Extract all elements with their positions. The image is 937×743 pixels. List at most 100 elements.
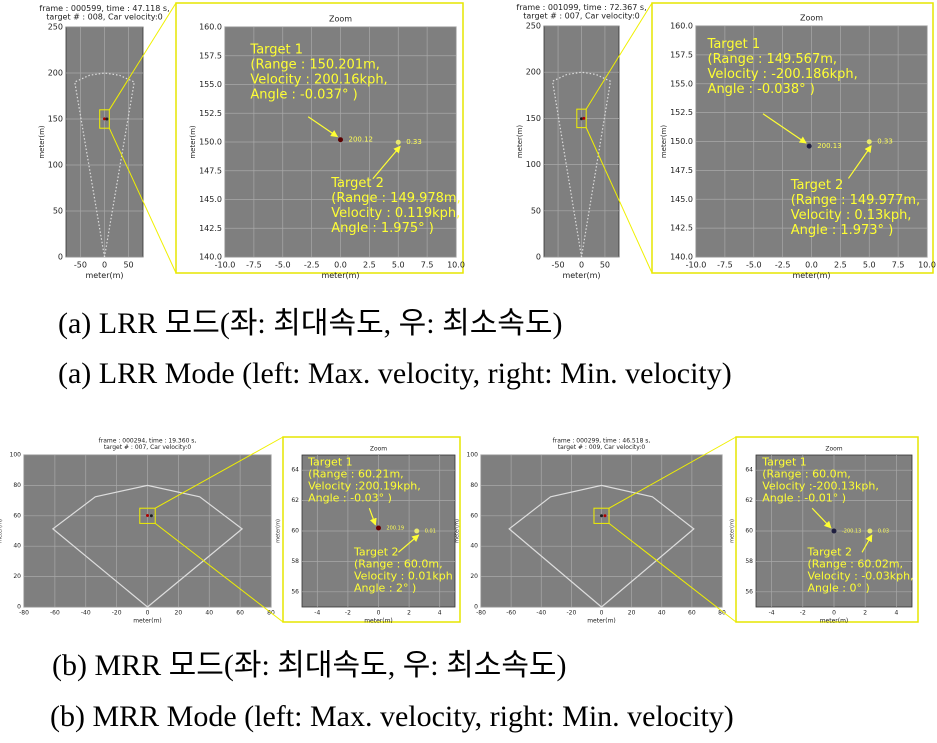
caption: (b) MRR Mode (left: Max. velocity, right…	[50, 700, 734, 733]
y-tick-label: 60	[745, 528, 753, 535]
caption: (a) LRR Mode (left: Max. velocity, right…	[58, 357, 732, 390]
arrow	[811, 507, 832, 529]
x-tick-label: -4	[314, 610, 320, 617]
arrow	[307, 116, 339, 138]
x-tick-label: 20	[628, 610, 636, 617]
y-tick-label: 40	[470, 543, 478, 550]
annotation: Target 2	[330, 176, 384, 191]
y-tick-label: 250	[48, 23, 63, 32]
y-tick-label: 140.0	[199, 253, 222, 262]
annotation: Velocity : 0.01kph	[354, 569, 453, 582]
y-tick-label: 0	[17, 604, 21, 611]
y-tick-label: 150.0	[199, 138, 222, 147]
target-point	[103, 117, 106, 121]
chart-title: target # : 008, Car velocity:0	[46, 13, 163, 22]
y-tick-label: 142.5	[670, 224, 693, 233]
annotation: Velocity : -0.03kph,	[807, 569, 913, 582]
y-tick-label: 62	[745, 497, 753, 504]
x-tick-label: 60	[688, 610, 696, 617]
x-tick-label: 5.0	[392, 261, 405, 270]
annotation: Velocity : 200.16kph,	[250, 73, 387, 88]
x-tick-label: 2.5	[834, 261, 847, 270]
velocity-label: 0.01	[425, 529, 436, 535]
x-tick-label: 5.0	[863, 261, 876, 270]
x-tick-label: -60	[506, 610, 516, 617]
arrow	[372, 145, 401, 180]
annotation: (Range : 149.977m,	[791, 193, 920, 208]
zoom-box	[593, 507, 610, 524]
y-tick-label: 150	[526, 114, 541, 123]
chart-title: frame : 001099, time : 72.367 s,	[516, 3, 646, 12]
annotation: Velocity : 0.119kph,	[331, 206, 460, 221]
x-tick-label: -20	[566, 610, 576, 617]
x-tick-label: -2	[800, 610, 806, 617]
target-point	[579, 117, 583, 121]
y-tick-label: 147.5	[199, 166, 222, 175]
caption: (a) LRR 모드(좌: 최대속도, 우: 최소속도)	[58, 307, 563, 340]
y-tick-label: 140.0	[670, 253, 693, 262]
target-point	[806, 143, 812, 149]
y-tick-label: 157.5	[670, 50, 693, 59]
annotation: (Range : 60.0m,	[354, 557, 443, 570]
y-tick-label: 0	[474, 604, 478, 611]
annotation: (Range : 149.978m,	[331, 191, 460, 206]
x-tick-label: 40	[658, 610, 666, 617]
fov-line	[551, 71, 612, 258]
annotation: Velocity : -200.186kph,	[708, 67, 858, 82]
target-point	[831, 528, 837, 534]
chart-title: Zoom	[800, 14, 823, 23]
y-tick-label: 250	[526, 22, 541, 31]
velocity-label: 0.33	[406, 138, 422, 146]
annotation: (Range : 60.02m,	[807, 557, 903, 570]
annotation: Velocity :-200.13kph,	[762, 480, 879, 493]
x-tick-label: 50	[600, 261, 610, 270]
x-tick-label: 80	[718, 610, 726, 617]
target-point	[603, 514, 607, 518]
x-tick-label: 2	[407, 610, 411, 617]
y-tick-label: 147.5	[670, 166, 693, 175]
y-axis-label: meter(m)	[455, 519, 461, 543]
x-axis-label: meter(m)	[562, 271, 600, 280]
x-tick-label: 0	[102, 261, 107, 270]
velocity-label: 200.13	[817, 142, 842, 150]
x-tick-label: 20	[175, 610, 183, 617]
zoom-box	[576, 108, 587, 129]
x-tick-label: -50	[552, 261, 565, 270]
fov-line	[51, 484, 244, 608]
x-tick-label: -2.5	[304, 261, 320, 270]
y-tick-label: 100	[10, 452, 22, 459]
y-tick-label: 80	[470, 482, 478, 489]
y-tick-label: 100	[48, 161, 63, 170]
y-tick-label: 152.5	[199, 109, 222, 118]
target-point	[338, 137, 343, 143]
x-tick-label: 10.0	[447, 261, 465, 270]
zoom-connector	[608, 436, 737, 509]
arrow	[368, 507, 377, 526]
y-tick-label: 145.0	[199, 195, 222, 204]
velocity-label: -200.13	[842, 529, 861, 535]
x-tick-label: 50	[123, 261, 133, 270]
velocity-label: 200.19	[387, 525, 405, 531]
chart-title: Zoom	[329, 15, 352, 24]
target-point	[600, 514, 603, 518]
velocity-label: 0.03	[878, 529, 889, 535]
zoom-connector	[608, 523, 737, 623]
y-tick-label: 150	[48, 115, 63, 124]
x-tick-label: 4	[438, 610, 442, 617]
x-tick-label: -80	[476, 610, 486, 617]
y-tick-label: 0	[536, 253, 541, 262]
x-tick-label: -60	[50, 610, 60, 617]
x-tick-label: -4	[769, 610, 775, 617]
annotation: Target 2	[806, 545, 852, 558]
x-axis-label: meter(m)	[364, 617, 393, 624]
y-tick-label: 80	[13, 482, 21, 489]
y-axis-label: meter(m)	[38, 125, 46, 159]
y-tick-label: 50	[53, 207, 63, 216]
chart-title: frame : 000294, time : 19.360 s,	[99, 437, 197, 444]
y-axis-label: meter(m)	[189, 125, 197, 159]
target-point	[376, 525, 381, 531]
caption: (b) MRR 모드(좌: 최대속도, 우: 최소속도)	[52, 649, 567, 682]
annotation: Target 1	[249, 43, 303, 58]
y-tick-label: 20	[13, 573, 21, 580]
y-tick-label: 56	[745, 588, 753, 595]
